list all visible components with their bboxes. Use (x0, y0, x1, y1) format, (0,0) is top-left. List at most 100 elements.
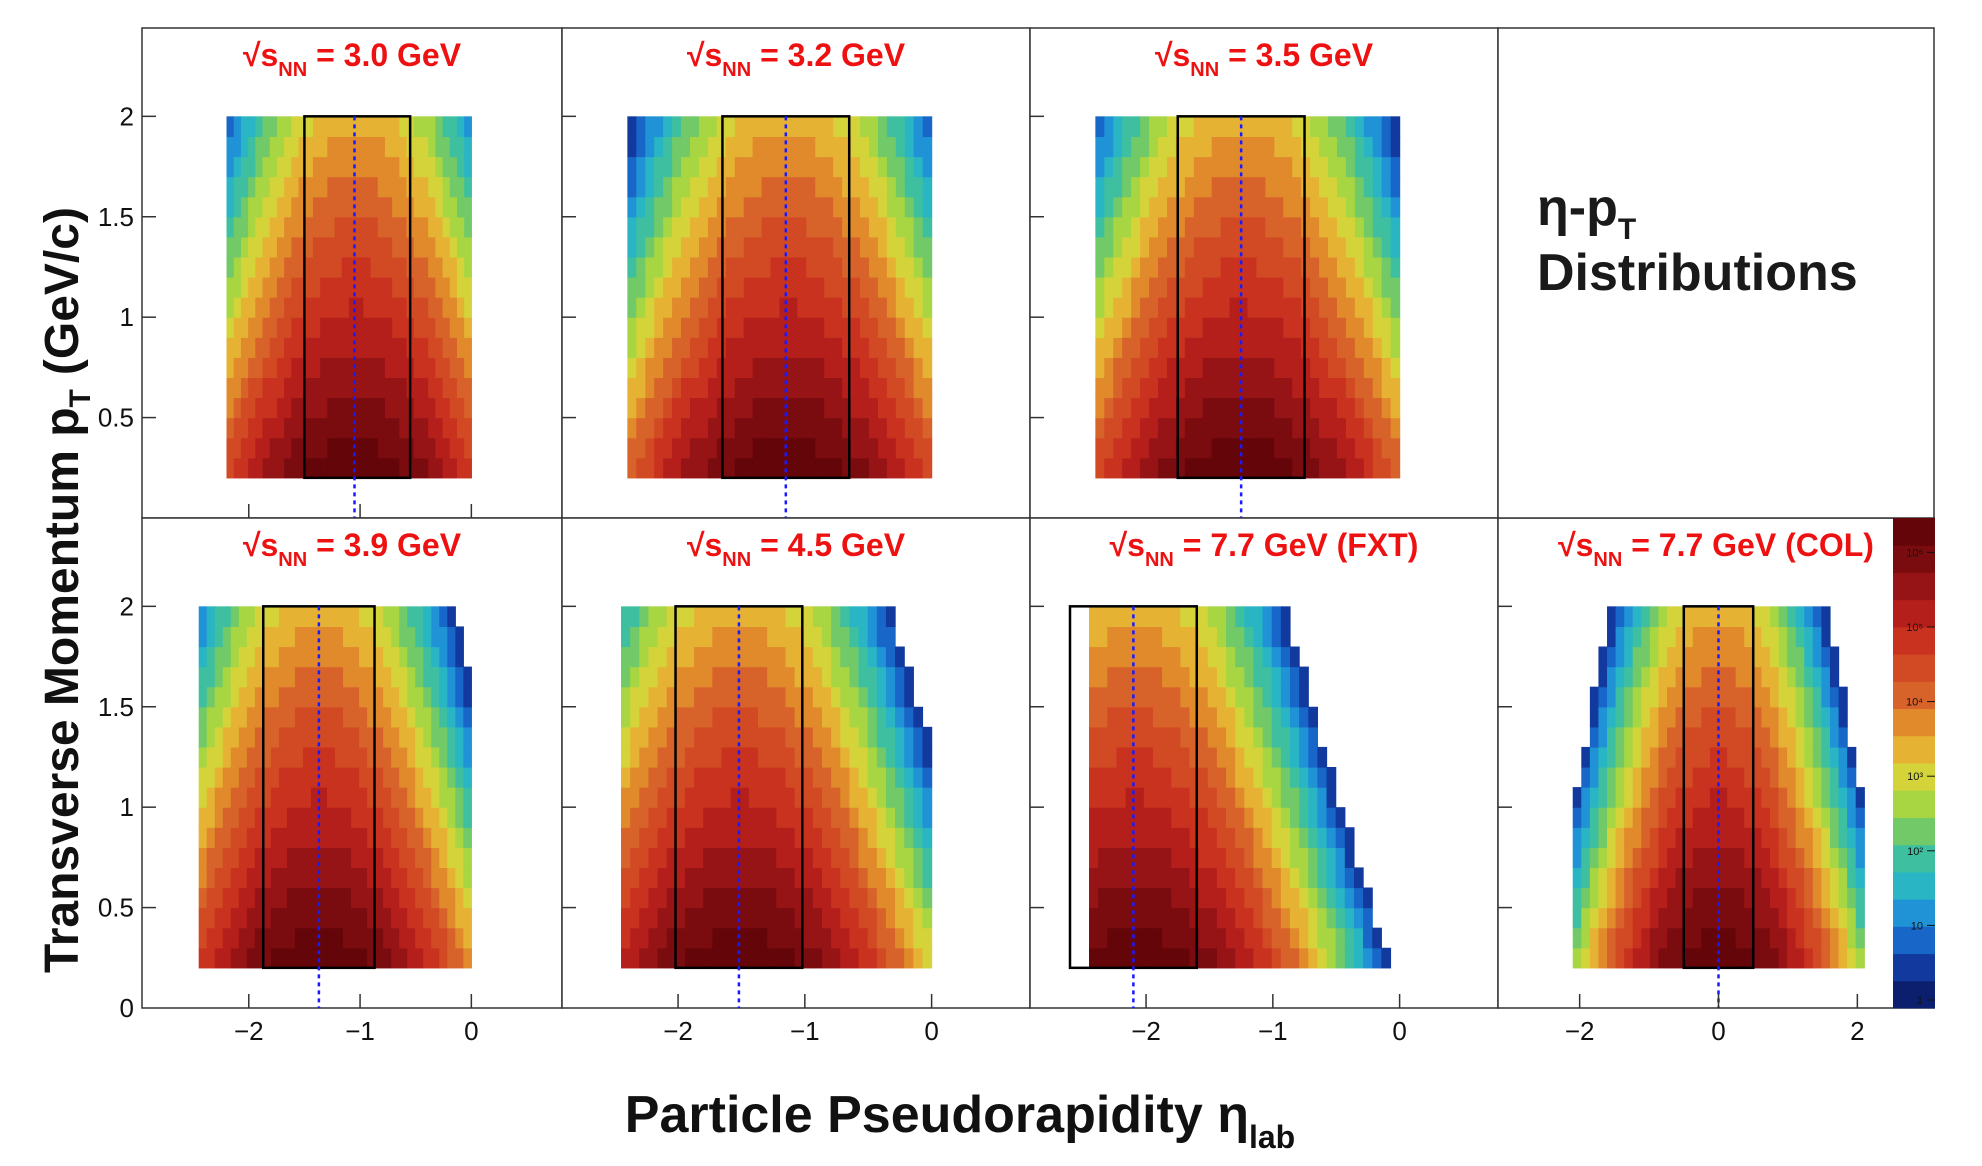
heatmap-cell (761, 196, 772, 218)
heatmap-cell (294, 787, 304, 808)
heatmap-cell (270, 867, 280, 889)
heatmap-cell (447, 606, 456, 628)
heatmap-cell (877, 116, 888, 138)
colorbar-segment (1893, 926, 1935, 955)
heatmap-cell (399, 686, 408, 708)
heatmap-cell (255, 297, 264, 318)
heatmap-cell (698, 176, 709, 198)
heatmap-cell (851, 136, 861, 158)
heatmap-cell (1607, 686, 1617, 708)
heatmap-cell (1198, 767, 1209, 788)
heatmap-cell (233, 256, 242, 278)
heatmap-cell (707, 397, 718, 419)
heatmap-cell (1283, 397, 1293, 419)
heatmap-cell (1262, 947, 1273, 969)
heatmap-cell (1202, 317, 1213, 338)
heatmap-cell (767, 887, 777, 909)
heatmap-cell (886, 216, 897, 238)
heatmap-cell (694, 767, 704, 788)
heatmap-cell (1709, 666, 1720, 688)
heatmap-cell (1095, 397, 1105, 419)
heatmap-cell (226, 337, 235, 358)
heatmap-cell (1149, 196, 1159, 218)
heatmap-cell (913, 236, 924, 258)
heatmap-cell (1193, 437, 1204, 459)
heatmap-cell (1363, 277, 1374, 298)
heatmap-cell (1180, 626, 1191, 648)
heatmap-cell (1727, 706, 1737, 728)
heatmap-cell (758, 787, 768, 808)
heatmap-cell (725, 216, 736, 238)
heatmap-cell (770, 277, 781, 298)
heatmap-cell (1727, 666, 1737, 688)
heatmap-cell (821, 706, 832, 728)
heatmap-cell (703, 867, 713, 889)
heatmap-cell (286, 807, 296, 828)
heatmap-cell (1149, 236, 1159, 258)
heatmap-cell (639, 666, 650, 688)
heatmap-cell (407, 646, 416, 668)
heatmap-cell (1289, 847, 1300, 869)
heatmap-cell (198, 867, 208, 889)
heatmap-cell (447, 666, 456, 688)
heatmap-cell (1125, 887, 1136, 909)
heatmap-cell (1319, 397, 1329, 419)
heatmap-cell (1271, 887, 1282, 909)
heatmap-cell (779, 277, 790, 298)
heatmap-cell (734, 116, 745, 138)
heatmap-cell (248, 417, 256, 439)
heatmap-cell (1354, 136, 1365, 158)
heatmap-cell (1131, 417, 1141, 439)
heatmap-cell (913, 337, 924, 358)
heatmap-cell (1125, 706, 1136, 728)
heatmap-cell (399, 947, 408, 969)
panel-6: −2 −1 0√sNN = 7.7 GeV (FXT) (1029, 517, 1499, 1046)
heatmap-cell (449, 176, 458, 198)
heatmap-cell (1804, 686, 1814, 708)
heatmap-cell (343, 947, 352, 969)
heatmap-cell (886, 337, 897, 358)
heatmap-cell (435, 397, 444, 419)
heatmap-cell (1152, 887, 1163, 909)
heatmap-cell (806, 337, 816, 358)
heatmap-cell (1589, 726, 1600, 748)
heatmap-cell (447, 807, 456, 828)
heatmap-cell (1684, 907, 1694, 929)
heatmap-cell (230, 666, 240, 688)
heatmap-cell (1162, 867, 1172, 889)
heatmap-cell (240, 196, 249, 218)
heatmap-cell (1134, 887, 1145, 909)
heatmap-cell (230, 767, 240, 788)
heatmap-cell (1193, 156, 1204, 178)
heatmap-cell (1226, 807, 1236, 828)
heatmap-cell (831, 947, 841, 969)
heatmap-cell (639, 947, 650, 969)
heatmap-cell (214, 787, 224, 808)
heatmap-cell (1274, 116, 1284, 138)
heatmap-cell (431, 907, 440, 929)
heatmap-cell (1727, 626, 1737, 648)
heatmap-cell (842, 256, 852, 278)
heatmap-cell (739, 646, 750, 668)
heatmap-cell (464, 437, 472, 459)
heatmap-cell (1131, 357, 1141, 379)
heatmap-cell (1116, 907, 1127, 929)
heatmap-cell (1122, 236, 1132, 258)
heatmap-cell (198, 726, 208, 748)
heatmap-cell (689, 156, 700, 178)
heatmap-cell (1149, 317, 1159, 338)
heatmap-cell (1667, 807, 1677, 828)
heatmap-cell (226, 317, 235, 338)
heatmap-cell (1271, 726, 1282, 748)
heatmap-cell (1238, 357, 1249, 379)
heatmap-cell (428, 236, 436, 258)
heatmap-cell (621, 907, 631, 929)
heatmap-cell (455, 767, 464, 788)
heatmap-cell (812, 706, 823, 728)
heatmap-cell (1198, 927, 1209, 949)
heatmap-cell (1198, 827, 1209, 848)
heatmap-cell (648, 646, 659, 668)
heatmap-cell (1238, 317, 1249, 338)
heatmap-cell (1171, 927, 1181, 949)
